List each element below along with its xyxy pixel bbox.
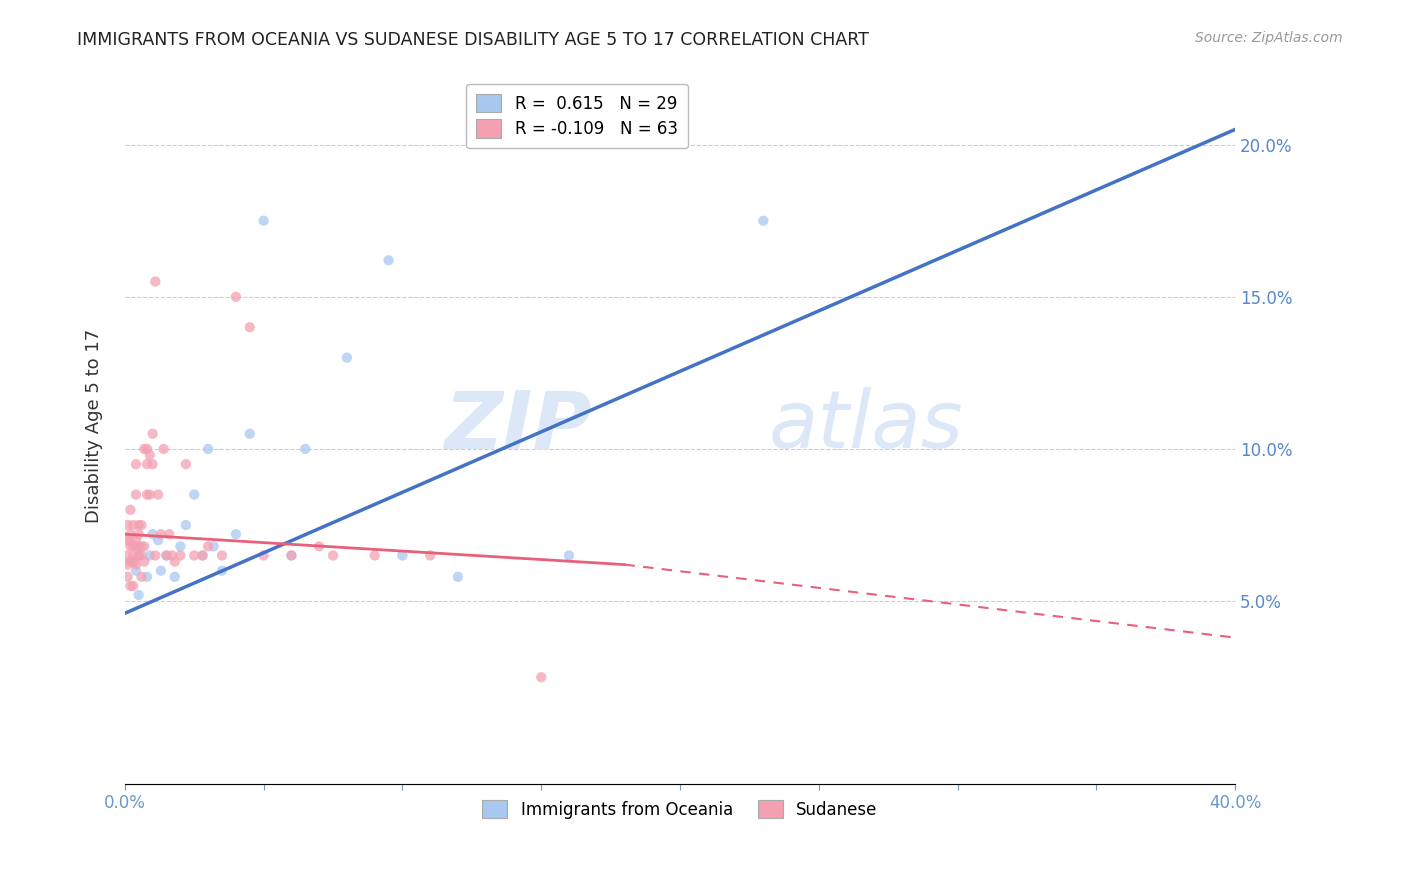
Point bbox=[225, 290, 247, 304]
Point bbox=[752, 213, 775, 227]
Point bbox=[125, 457, 148, 471]
Point bbox=[122, 555, 145, 569]
Point bbox=[117, 558, 139, 572]
Point bbox=[134, 555, 156, 569]
Point bbox=[174, 518, 197, 533]
Point bbox=[128, 549, 150, 563]
Point bbox=[120, 503, 142, 517]
Point bbox=[122, 549, 145, 563]
Point bbox=[125, 533, 148, 548]
Point bbox=[145, 275, 167, 289]
Point bbox=[120, 555, 142, 569]
Point bbox=[128, 518, 150, 533]
Point bbox=[197, 442, 219, 456]
Point bbox=[120, 539, 142, 553]
Text: IMMIGRANTS FROM OCEANIA VS SUDANESE DISABILITY AGE 5 TO 17 CORRELATION CHART: IMMIGRANTS FROM OCEANIA VS SUDANESE DISA… bbox=[77, 31, 869, 49]
Point bbox=[117, 533, 139, 548]
Legend: Immigrants from Oceania, Sudanese: Immigrants from Oceania, Sudanese bbox=[475, 794, 884, 825]
Point bbox=[142, 527, 165, 541]
Point bbox=[336, 351, 359, 365]
Point bbox=[163, 555, 186, 569]
Point bbox=[155, 549, 177, 563]
Point bbox=[155, 549, 177, 563]
Point bbox=[377, 253, 399, 268]
Point bbox=[142, 426, 165, 441]
Point bbox=[136, 457, 159, 471]
Point bbox=[169, 549, 191, 563]
Point bbox=[139, 448, 162, 462]
Point bbox=[120, 533, 142, 548]
Point bbox=[447, 570, 470, 584]
Point bbox=[211, 564, 233, 578]
Point bbox=[131, 518, 153, 533]
Point bbox=[131, 539, 153, 553]
Point bbox=[191, 549, 214, 563]
Point bbox=[145, 549, 167, 563]
Point bbox=[280, 549, 302, 563]
Point bbox=[117, 549, 139, 563]
Point bbox=[146, 487, 169, 501]
Point bbox=[363, 549, 385, 563]
Point bbox=[134, 442, 156, 456]
Point bbox=[197, 539, 219, 553]
Point bbox=[128, 527, 150, 541]
Point bbox=[191, 549, 214, 563]
Point bbox=[211, 549, 233, 563]
Y-axis label: Disability Age 5 to 17: Disability Age 5 to 17 bbox=[86, 329, 103, 524]
Point bbox=[157, 527, 180, 541]
Point bbox=[149, 564, 172, 578]
Point bbox=[174, 457, 197, 471]
Point bbox=[280, 549, 302, 563]
Point bbox=[558, 549, 581, 563]
Point bbox=[163, 570, 186, 584]
Point bbox=[308, 539, 330, 553]
Point bbox=[122, 579, 145, 593]
Point bbox=[131, 549, 153, 563]
Point bbox=[117, 518, 139, 533]
Point bbox=[136, 442, 159, 456]
Point bbox=[122, 539, 145, 553]
Point bbox=[239, 320, 262, 334]
Point bbox=[131, 570, 153, 584]
Point bbox=[139, 549, 162, 563]
Point bbox=[183, 487, 205, 501]
Point bbox=[139, 487, 162, 501]
Point bbox=[160, 549, 183, 563]
Point bbox=[128, 539, 150, 553]
Point bbox=[120, 579, 142, 593]
Point bbox=[146, 533, 169, 548]
Point bbox=[136, 570, 159, 584]
Point bbox=[134, 539, 156, 553]
Point bbox=[117, 570, 139, 584]
Point bbox=[169, 539, 191, 553]
Point bbox=[530, 670, 553, 684]
Point bbox=[253, 213, 276, 227]
Point bbox=[128, 549, 150, 563]
Point bbox=[183, 549, 205, 563]
Point bbox=[125, 487, 148, 501]
Point bbox=[322, 549, 344, 563]
Point bbox=[253, 549, 276, 563]
Point bbox=[128, 588, 150, 602]
Point bbox=[122, 518, 145, 533]
Point bbox=[202, 539, 225, 553]
Point bbox=[125, 558, 148, 572]
Point bbox=[225, 527, 247, 541]
Point bbox=[120, 527, 142, 541]
Text: Source: ZipAtlas.com: Source: ZipAtlas.com bbox=[1195, 31, 1343, 45]
Point bbox=[391, 549, 413, 563]
Point bbox=[125, 564, 148, 578]
Point bbox=[239, 426, 262, 441]
Point bbox=[122, 555, 145, 569]
Point bbox=[136, 487, 159, 501]
Point bbox=[149, 527, 172, 541]
Point bbox=[419, 549, 441, 563]
Point bbox=[125, 539, 148, 553]
Text: atlas: atlas bbox=[769, 387, 963, 465]
Text: ZIP: ZIP bbox=[444, 387, 591, 465]
Point bbox=[294, 442, 316, 456]
Point bbox=[152, 442, 174, 456]
Point bbox=[142, 457, 165, 471]
